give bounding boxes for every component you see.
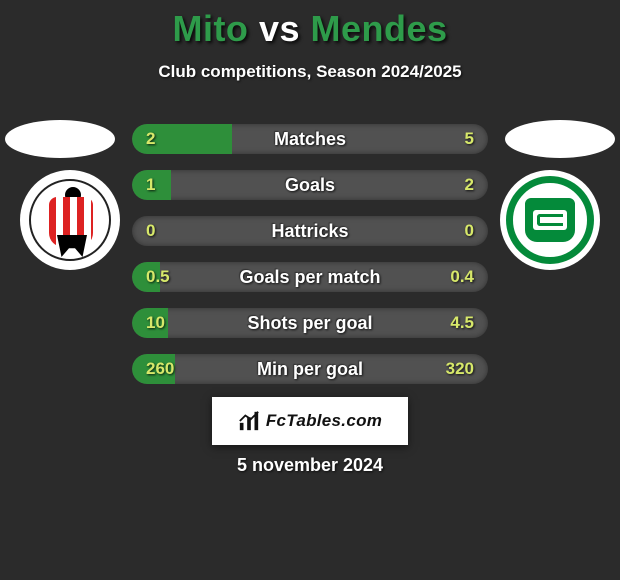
subtitle: Club competitions, Season 2024/2025 (0, 62, 620, 82)
attribution-badge[interactable]: FcTables.com (212, 397, 408, 445)
club-badge-right (500, 170, 600, 270)
stat-label: Goals per match (132, 262, 488, 292)
stat-row: 260320Min per goal (132, 354, 488, 384)
attribution-text: FcTables.com (266, 411, 382, 431)
fctables-logo-icon (238, 410, 260, 432)
date-label: 5 november 2024 (0, 455, 620, 476)
fc-groningen-icon (506, 176, 594, 264)
club-badge-left (20, 170, 120, 270)
stat-label: Hattricks (132, 216, 488, 246)
country-flag-left (5, 120, 115, 158)
sparta-rotterdam-icon (29, 179, 111, 261)
stat-row: 25Matches (132, 124, 488, 154)
stat-row: 104.5Shots per goal (132, 308, 488, 338)
stat-row: 00Hattricks (132, 216, 488, 246)
stat-label: Matches (132, 124, 488, 154)
title-player-b: Mendes (311, 8, 448, 49)
stat-label: Shots per goal (132, 308, 488, 338)
stat-row: 12Goals (132, 170, 488, 200)
stat-row: 0.50.4Goals per match (132, 262, 488, 292)
page-title: Mito vs Mendes (0, 8, 620, 50)
country-flag-right (505, 120, 615, 158)
stats-panel: 25Matches 12Goals 00Hattricks 0.50.4Goals p… (132, 124, 488, 400)
stat-label: Min per goal (132, 354, 488, 384)
title-player-a: Mito (172, 8, 248, 49)
stat-label: Goals (132, 170, 488, 200)
title-vs: vs (259, 8, 300, 49)
